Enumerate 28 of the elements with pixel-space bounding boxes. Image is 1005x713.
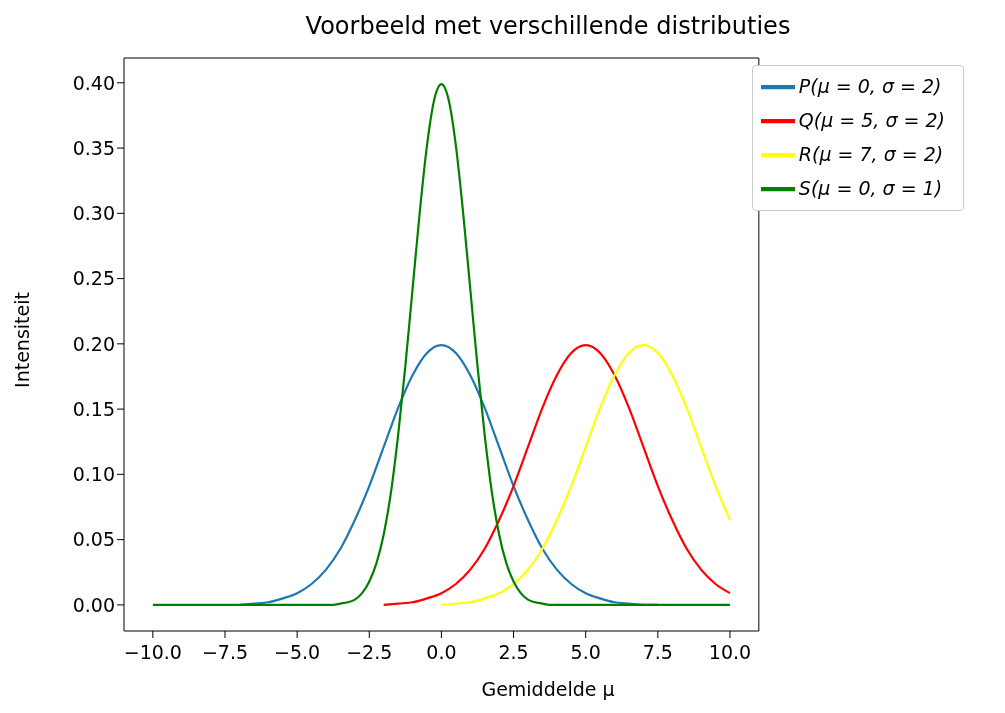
y-tick-label: 0.35: [72, 136, 115, 159]
x-axis-title: Gemiddelde μ: [480, 678, 616, 700]
x-tick-label: −5.0: [274, 641, 321, 664]
x-tick-label: 0.0: [426, 641, 457, 664]
y-tick-label: 0.30: [72, 202, 115, 225]
line-series: [382, 344, 732, 606]
x-tick-label: 5.0: [570, 641, 601, 664]
y-tick-label: 0.20: [72, 332, 115, 355]
y-tick-label: 0.15: [72, 397, 115, 420]
y-axis-title: Intensiteit: [11, 292, 33, 388]
y-tick-label: 0.10: [72, 463, 115, 486]
x-tick-label: −2.5: [346, 641, 393, 664]
y-tick-label: 0.05: [72, 528, 115, 551]
y-tick-label: 0.00: [72, 593, 115, 616]
x-tick-label: −7.5: [201, 641, 249, 664]
line-series: [151, 83, 732, 606]
legend-label: Q(μ = 5, σ = 2): [798, 108, 945, 131]
legend-label: P(μ = 0, σ = 2): [798, 74, 942, 97]
x-tick-label: 10.0: [708, 641, 752, 664]
line-series: [440, 344, 732, 606]
chart-title: Voorbeeld met verschillende distributies: [304, 12, 792, 40]
legend-label: R(μ = 7, σ = 2): [798, 142, 944, 165]
legend-label: S(μ = 0, σ = 1): [798, 176, 943, 199]
y-tick-label: 0.25: [72, 267, 115, 290]
x-tick-label: −10.0: [123, 641, 182, 664]
y-tick-label: 0.40: [72, 71, 115, 94]
x-tick-label: 2.5: [498, 641, 529, 664]
x-tick-label: 7.5: [642, 641, 673, 664]
